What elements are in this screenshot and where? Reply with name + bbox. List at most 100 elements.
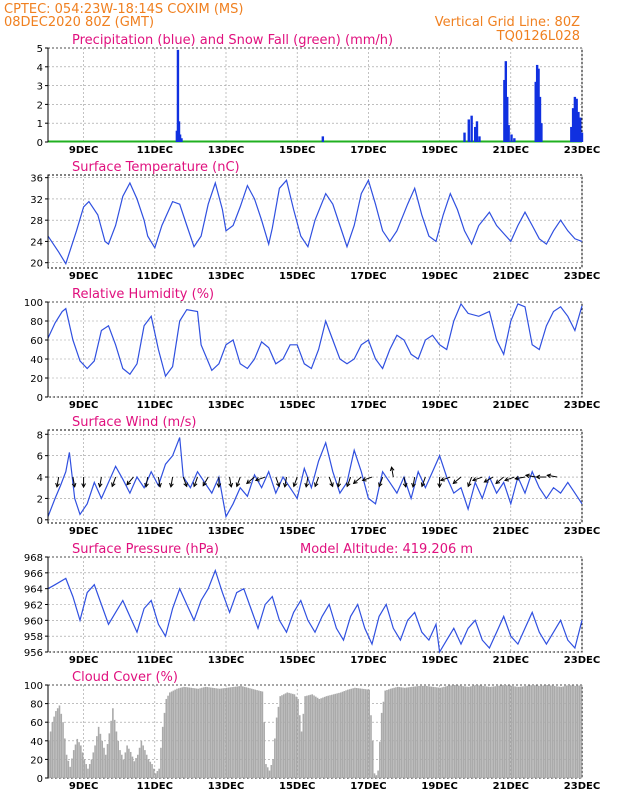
cloud-bar <box>199 688 201 778</box>
y-tick-label: 24 <box>30 237 43 248</box>
cloud-bar <box>478 685 481 778</box>
wind-arrow-shaft <box>421 476 426 487</box>
cloud-bar <box>133 761 136 778</box>
precip-bar <box>463 132 466 142</box>
cloud-bar <box>450 685 452 778</box>
run-date-header: 08DEC2020 80Z (GMT) <box>4 15 154 30</box>
x-tick-label: 13DEC <box>208 400 244 411</box>
wind-arrow <box>292 476 298 488</box>
cloud-bar <box>204 686 207 778</box>
cloud-bar <box>580 685 582 778</box>
cloud-bar <box>131 756 134 778</box>
precip-bar <box>537 68 540 142</box>
cloud-bar <box>288 692 290 778</box>
x-tick-label: 21DEC <box>493 781 529 792</box>
wind-arrow-head <box>216 483 222 489</box>
cloud-bar <box>206 687 209 778</box>
wind-arrow-shaft <box>467 476 473 487</box>
x-tick-label: 15DEC <box>279 400 315 411</box>
cloud-bar <box>231 687 233 778</box>
wind-arrow <box>483 476 494 483</box>
wind-arrow-shaft <box>170 476 174 487</box>
cloud-bar <box>282 694 285 778</box>
wind-arrow <box>495 476 505 485</box>
cloud-bar <box>302 713 305 778</box>
wind-arrow-head <box>524 473 530 479</box>
wind-arrow-head <box>535 474 541 480</box>
panels: 9DEC 11DEC 13DEC 15DEC 17DEC 19DEC 21DEC 23DEC0… <box>24 33 600 792</box>
x-tick-label: 9DEC <box>69 145 98 156</box>
wind-arrow-shaft <box>284 476 288 487</box>
cloud-bar <box>298 715 301 778</box>
precip-bar <box>475 121 479 142</box>
cloud-bar <box>174 689 176 778</box>
y-tick-label: 32 <box>30 195 43 206</box>
wind-arrow-head <box>314 482 319 488</box>
cloud-bar <box>234 686 237 778</box>
wind-arrow <box>503 476 515 482</box>
cloud-bar <box>404 687 406 778</box>
precip-bar <box>504 61 508 142</box>
cloud-bar <box>395 687 397 778</box>
cloud-bar <box>161 726 164 778</box>
cloud-bar <box>373 773 376 778</box>
cloud-bar <box>266 767 269 778</box>
precip-bar <box>570 126 573 142</box>
cloud-bar <box>238 686 241 778</box>
panel-title: Surface Pressure (hPa) <box>72 542 219 557</box>
cloud-bar <box>576 685 579 778</box>
cloud-bar <box>350 688 353 778</box>
cloud-bar <box>208 687 210 778</box>
wind-arrow <box>182 476 188 488</box>
panel-title: Surface Temperature (nC) <box>72 160 240 175</box>
y-tick-label: 0 <box>37 516 43 527</box>
x-tick-label: 13DEC <box>208 781 244 792</box>
cloud-bar <box>371 740 374 778</box>
cloud-bar <box>240 685 242 778</box>
cloud-bar <box>268 770 271 778</box>
precip-bar <box>575 98 578 142</box>
x-tick-label: 19DEC <box>421 271 457 282</box>
wind-arrow-head <box>514 475 520 481</box>
cloud-bar <box>119 750 121 778</box>
cloud-bar <box>498 685 500 778</box>
precip-bar <box>177 121 181 142</box>
x-tick-label: 21DEC <box>493 400 529 411</box>
wind-arrow <box>254 476 266 482</box>
x-tick-label: 15DEC <box>279 145 315 156</box>
cloud-bar <box>179 687 182 778</box>
cloud-bar <box>389 688 392 778</box>
cloud-bar <box>227 687 230 778</box>
wind-arrow <box>71 476 77 488</box>
cloud-bar <box>181 687 184 778</box>
cloud-bar <box>352 688 354 778</box>
x-tick-label: 13DEC <box>208 655 244 666</box>
cloud-bar <box>51 722 54 778</box>
cloud-bar <box>188 687 191 778</box>
cloud-bar <box>96 736 98 778</box>
cloud-bar <box>573 685 575 778</box>
wind-arrow <box>420 476 426 488</box>
x-tick-label: 9DEC <box>69 400 98 411</box>
cloud-bar <box>539 685 541 778</box>
precip-bar <box>176 49 180 142</box>
cloud-bar <box>414 686 417 778</box>
cloud-bar <box>55 711 57 778</box>
wind-arrow-head <box>420 482 426 488</box>
cloud-bar <box>375 775 378 778</box>
x-tick-label: 13DEC <box>208 526 244 537</box>
cloud-bar <box>145 754 148 778</box>
x-tick-label: 21DEC <box>493 526 529 537</box>
cloud-bar <box>549 685 552 778</box>
wind-arrow-head <box>471 477 477 482</box>
cloud-bar <box>211 687 214 778</box>
cloud-bar <box>252 689 255 778</box>
cloud-bar <box>542 685 545 778</box>
panel-6: 9DEC 11DEC 13DEC 15DEC 17DEC 19DEC 21DEC 23DEC 0… <box>24 670 600 792</box>
precip-bar <box>571 108 575 142</box>
cloud-bar <box>526 685 529 778</box>
x-tick-label: 17DEC <box>350 400 386 411</box>
y-tick-label: 80 <box>30 317 43 328</box>
cloud-bar <box>144 750 146 778</box>
